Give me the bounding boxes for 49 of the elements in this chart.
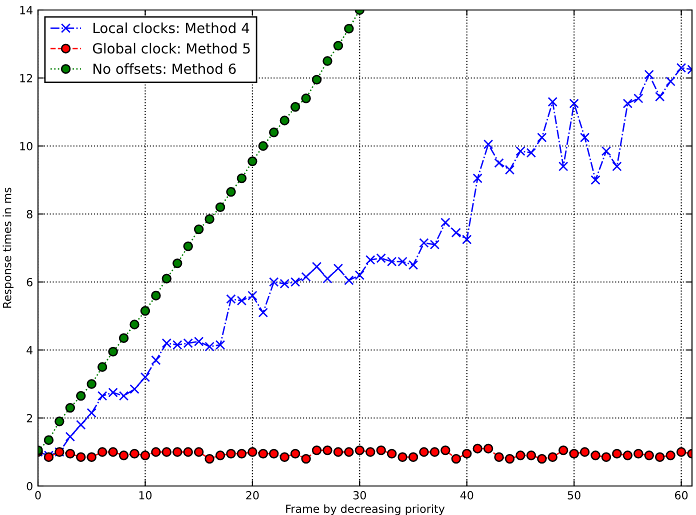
point <box>312 74 322 85</box>
point <box>236 173 247 184</box>
legend-label: Local clocks: Method 4 <box>94 22 250 34</box>
x-tick-label: 40 <box>460 491 474 500</box>
legend-label: No offsets: Method 6 <box>94 63 236 74</box>
point <box>269 128 279 138</box>
point <box>280 116 290 126</box>
y-tick-label: 2 <box>26 414 32 422</box>
point <box>204 214 214 224</box>
point <box>183 241 193 252</box>
point <box>301 94 311 104</box>
x-tick-label: 20 <box>246 491 259 500</box>
y-tick-label: 10 <box>20 142 32 150</box>
x-axis-title: Frame by decreasing priority <box>286 504 445 515</box>
point <box>333 40 344 51</box>
x-tick-label: 0 <box>35 491 41 500</box>
x-tick-label: 30 <box>353 491 366 500</box>
x-tick-label: 60 <box>674 491 688 500</box>
point <box>108 346 118 357</box>
point <box>86 379 96 389</box>
point <box>44 435 54 445</box>
point <box>322 56 332 66</box>
point <box>151 290 161 300</box>
y-tick-label: 8 <box>26 210 32 218</box>
point <box>162 274 172 284</box>
point <box>118 333 129 343</box>
y-tick-label: 14 <box>20 6 33 14</box>
y-tick-label: 12 <box>20 74 32 82</box>
legend-label: Global clock: Method 5 <box>92 42 250 54</box>
point <box>172 258 182 268</box>
point <box>215 202 226 212</box>
point <box>97 362 108 372</box>
point <box>54 416 64 426</box>
y-tick-label: 4 <box>26 346 33 354</box>
y-tick-label: 6 <box>26 278 32 286</box>
point <box>258 141 268 151</box>
point <box>344 24 354 34</box>
point <box>130 320 140 330</box>
point <box>76 391 86 401</box>
y-tick-label: 0 <box>26 482 32 490</box>
point <box>290 102 300 112</box>
point <box>194 224 204 234</box>
point <box>248 156 258 166</box>
point <box>226 187 236 197</box>
point <box>65 402 76 413</box>
x-tick-label: 10 <box>139 491 152 500</box>
x-tick-label: 50 <box>568 491 580 500</box>
point <box>140 306 150 316</box>
y-axis-title: Response times in ms <box>2 188 14 308</box>
